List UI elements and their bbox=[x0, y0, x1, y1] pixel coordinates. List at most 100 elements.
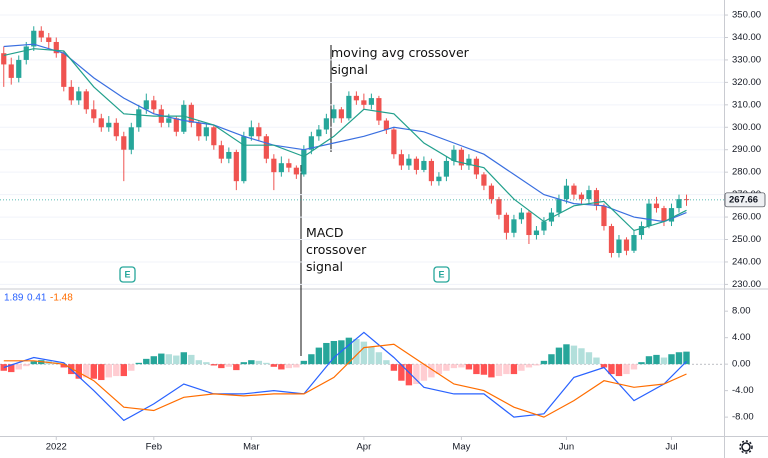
histogram-bar bbox=[173, 355, 180, 365]
histogram-bar bbox=[308, 354, 315, 365]
candle-body bbox=[481, 174, 487, 186]
candle-body bbox=[653, 203, 660, 209]
candle-body bbox=[503, 214, 510, 233]
histogram-bar bbox=[645, 356, 653, 365]
candle-body bbox=[308, 136, 314, 150]
candle-body bbox=[143, 100, 149, 110]
histogram-bar bbox=[15, 364, 22, 370]
candle-body bbox=[278, 163, 284, 173]
candle-body bbox=[68, 86, 74, 101]
candle-body bbox=[83, 91, 89, 110]
y-tick-label: 330.00 bbox=[732, 54, 761, 65]
y-tick-label: 240.00 bbox=[732, 256, 761, 267]
candle-body bbox=[8, 64, 14, 78]
histogram-bar bbox=[518, 364, 525, 371]
y-tick-label: 280.00 bbox=[732, 167, 761, 178]
histogram-bar bbox=[510, 364, 518, 375]
histogram-bar bbox=[525, 364, 533, 368]
histogram-bar bbox=[195, 360, 203, 365]
histogram-bar bbox=[450, 364, 458, 369]
annotation: moving avg crossover signal bbox=[331, 45, 469, 77]
candle-body bbox=[91, 109, 97, 119]
histogram-bar bbox=[405, 364, 413, 386]
candle-body bbox=[683, 199, 690, 201]
histogram-bar bbox=[435, 364, 443, 375]
candle-body bbox=[323, 118, 329, 130]
histogram-bar bbox=[113, 364, 120, 377]
earnings-icon[interactable]: E bbox=[433, 266, 450, 283]
histogram-bar bbox=[225, 364, 233, 367]
histogram-bar bbox=[90, 364, 97, 379]
histogram-bar bbox=[600, 364, 608, 368]
histogram-bar bbox=[503, 364, 510, 375]
candle-body bbox=[616, 239, 622, 253]
histogram-bar bbox=[300, 360, 308, 365]
candle-body bbox=[166, 118, 172, 123]
candle-body bbox=[601, 205, 607, 227]
candle-body bbox=[578, 194, 585, 200]
y-tick-label: 230.00 bbox=[732, 279, 761, 290]
histogram-bar bbox=[150, 356, 158, 365]
histogram-bar bbox=[465, 364, 473, 370]
candle-body bbox=[368, 98, 374, 105]
histogram-bar bbox=[473, 364, 480, 375]
histogram-bar bbox=[555, 347, 563, 365]
candle-body bbox=[443, 160, 450, 177]
candle-body bbox=[458, 149, 465, 166]
y-tick-label: 4.00 bbox=[732, 332, 751, 343]
candle-body bbox=[38, 30, 44, 38]
y-tick-label: -4.00 bbox=[732, 385, 754, 396]
histogram-bar bbox=[443, 364, 450, 371]
histogram-bar bbox=[203, 362, 210, 365]
histogram-bar bbox=[248, 360, 255, 365]
candle-body bbox=[608, 226, 615, 253]
candle-body bbox=[226, 151, 232, 159]
x-tick-label: May bbox=[452, 442, 470, 453]
histogram-bar bbox=[488, 364, 495, 378]
histogram-bar bbox=[563, 344, 570, 365]
candle-body bbox=[361, 100, 367, 105]
candle-body bbox=[61, 53, 67, 87]
candle-body bbox=[436, 176, 442, 182]
candle-body bbox=[76, 91, 82, 101]
histogram-bar bbox=[608, 364, 615, 375]
candle-body bbox=[121, 136, 127, 150]
candle-body bbox=[593, 190, 600, 206]
histogram-bar bbox=[8, 364, 15, 373]
histogram-bar bbox=[390, 364, 398, 371]
histogram-bar bbox=[615, 364, 623, 377]
candle-body bbox=[668, 208, 675, 222]
candle-body bbox=[241, 136, 247, 182]
candle-body bbox=[46, 37, 52, 42]
histogram-bar bbox=[270, 364, 278, 367]
series-line bbox=[3, 48, 687, 232]
histogram-bar bbox=[585, 352, 593, 365]
earnings-icon[interactable]: E bbox=[119, 266, 136, 283]
candle-body bbox=[533, 230, 540, 236]
price-axis-area bbox=[724, 0, 768, 458]
candle-body bbox=[586, 190, 592, 200]
last-price-tag bbox=[724, 192, 766, 208]
histogram-bar bbox=[458, 364, 465, 368]
x-tick-label: Jul bbox=[665, 442, 677, 453]
histogram-bar bbox=[323, 342, 330, 365]
histogram-bar bbox=[255, 360, 263, 365]
histogram-bar bbox=[383, 360, 390, 365]
histogram-bar bbox=[135, 362, 142, 365]
candle-body bbox=[638, 226, 645, 236]
y-tick-label: 290.00 bbox=[732, 144, 761, 155]
histogram-bar bbox=[180, 352, 188, 365]
settings-icon[interactable] bbox=[739, 440, 753, 454]
candle-body bbox=[16, 59, 22, 78]
candle-body bbox=[631, 235, 637, 251]
histogram-bar bbox=[0, 364, 7, 371]
histogram-bar bbox=[638, 362, 645, 365]
candle-body bbox=[623, 239, 630, 251]
histogram-bar bbox=[330, 340, 338, 365]
candle-body bbox=[451, 149, 457, 161]
histogram-bar bbox=[428, 364, 435, 378]
candle-body bbox=[188, 104, 194, 123]
svg-text:E: E bbox=[438, 269, 444, 279]
